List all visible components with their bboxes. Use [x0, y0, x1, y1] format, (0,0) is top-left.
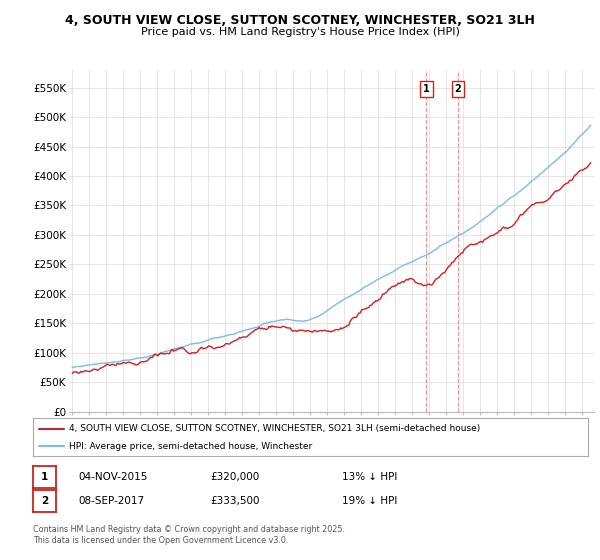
Text: £333,500: £333,500	[210, 496, 260, 506]
Text: 4, SOUTH VIEW CLOSE, SUTTON SCOTNEY, WINCHESTER, SO21 3LH: 4, SOUTH VIEW CLOSE, SUTTON SCOTNEY, WIN…	[65, 14, 535, 27]
Text: Price paid vs. HM Land Registry's House Price Index (HPI): Price paid vs. HM Land Registry's House …	[140, 27, 460, 37]
Text: 2: 2	[41, 496, 48, 506]
Text: 2: 2	[455, 84, 461, 94]
Text: 4, SOUTH VIEW CLOSE, SUTTON SCOTNEY, WINCHESTER, SO21 3LH (semi-detached house): 4, SOUTH VIEW CLOSE, SUTTON SCOTNEY, WIN…	[69, 424, 481, 433]
Text: 1: 1	[423, 84, 430, 94]
Text: 1: 1	[41, 472, 48, 482]
Text: 13% ↓ HPI: 13% ↓ HPI	[342, 472, 397, 482]
Text: 04-NOV-2015: 04-NOV-2015	[78, 472, 148, 482]
Text: £320,000: £320,000	[210, 472, 259, 482]
Text: 19% ↓ HPI: 19% ↓ HPI	[342, 496, 397, 506]
Text: HPI: Average price, semi-detached house, Winchester: HPI: Average price, semi-detached house,…	[69, 442, 313, 451]
Text: Contains HM Land Registry data © Crown copyright and database right 2025.
This d: Contains HM Land Registry data © Crown c…	[33, 525, 345, 545]
Text: 08-SEP-2017: 08-SEP-2017	[78, 496, 144, 506]
